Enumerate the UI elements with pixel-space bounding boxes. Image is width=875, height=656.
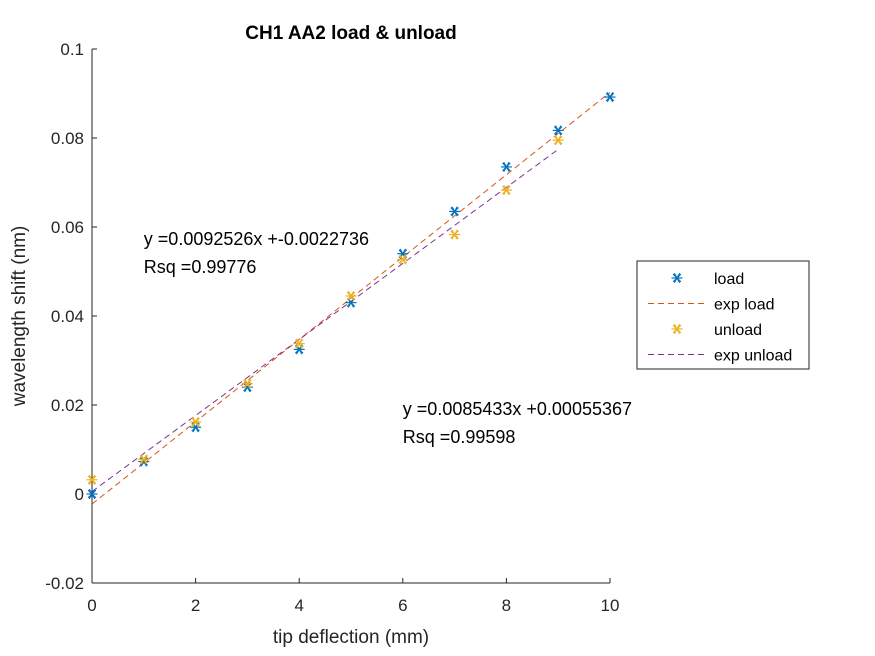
legend-label: unload [714,322,762,339]
x-tick-label: 6 [398,596,407,615]
legend-box [636,260,810,370]
data-point-unload [449,229,461,240]
x-axis-label: tip deflection (mm) [273,627,429,648]
legend-item: unload [671,322,762,339]
data-point-unload [397,254,409,265]
y-tick-label: 0.04 [51,307,84,326]
x-tick-label: 4 [294,596,303,615]
fit-annotation: y =0.0092526x +-0.0022736 Rsq =0.99776 [144,229,369,277]
data-point-load [604,91,616,103]
legend-label: load [714,271,744,288]
legend-marker-load [671,272,683,284]
data-point-unload [345,290,357,302]
data-point-load [449,206,461,217]
x-tick-label: 10 [601,596,620,615]
series-line-exp-load [91,91,611,505]
data-point-unload [241,378,253,389]
y-tick-label: -0.02 [45,574,84,593]
legend-item: load [671,271,744,288]
legend-label: exp unload [714,348,792,365]
data-point-unload [500,185,512,196]
x-tick-label: 2 [191,596,200,615]
data-point-unload [293,338,305,349]
legend-item: exp unload [648,348,792,365]
y-tick-label: 0 [75,485,84,504]
y-tick-label: 0.1 [60,40,84,59]
fit-annotation: y =0.0085433x +0.00055367 Rsq =0.99598 [403,399,632,447]
y-axis-label: wavelength shift (nm) [9,226,30,408]
legend-label: exp load [714,297,775,314]
data-point-unload [190,416,202,427]
legend-marker-unload [671,323,683,335]
series-line-exp-unload [91,148,559,492]
y-tick-label: 0.06 [51,218,84,237]
data-point-load [500,161,512,172]
legend-item: exp load [648,297,775,314]
data-point-unload [138,454,150,465]
x-tick-label: 0 [87,596,96,615]
data-point-load [552,125,564,136]
x-tick-label: 8 [502,596,511,615]
data-point-unload [86,474,98,485]
data-point-load [86,488,98,500]
legend: load exp load unload exp unload [636,260,810,370]
y-tick-label: 0.02 [51,396,84,415]
y-tick-label: 0.08 [51,129,84,148]
data-point-unload [552,135,564,146]
chart-title: CH1 AA2 load & unload [245,23,456,44]
